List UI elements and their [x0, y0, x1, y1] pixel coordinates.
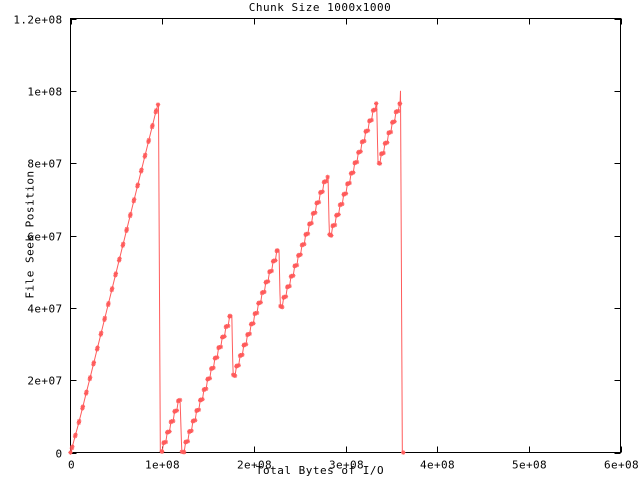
plot-border [70, 18, 621, 453]
tick-labels: 0 1e+08 2e+08 3e+08 4e+08 5e+08 6e+08 0 2e+07 4e+… [13, 14, 639, 472]
series-line [70, 90, 404, 453]
series-markers [68, 101, 406, 455]
y-tick-label: 1.2e+08 [13, 14, 62, 27]
y-tick-label: 6e+07 [27, 231, 62, 244]
axes-frame [70, 18, 621, 453]
x-tick-label: 1e+08 [145, 459, 180, 472]
x-tick-label: 6e+08 [604, 459, 639, 472]
x-axis-label: Total Bytes of I/O [255, 464, 385, 477]
x-tick-label: 0 [68, 459, 75, 472]
y-tick-label: 2e+07 [27, 375, 62, 388]
chart-title: Chunk Size 1000x1000 [248, 1, 392, 14]
tick-marks [70, 18, 622, 454]
x-tick-label: 3e+08 [329, 459, 364, 472]
x-tick-label: 4e+08 [420, 459, 455, 472]
y-axis-label: File Seek Position [23, 170, 37, 299]
data-series [68, 90, 406, 455]
y-tick-label: 4e+07 [27, 303, 62, 316]
y-tick-label: 8e+07 [27, 158, 62, 171]
x-tick-label: 5e+08 [512, 459, 547, 472]
x-tick-label: 2e+08 [237, 459, 272, 472]
y-tick-label: 1e+08 [27, 86, 62, 99]
y-tick-label: 0 [55, 448, 62, 461]
